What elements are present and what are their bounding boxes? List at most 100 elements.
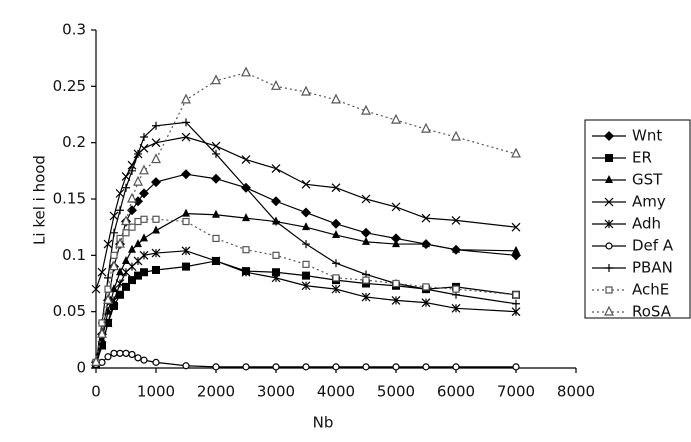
marker: [122, 183, 130, 192]
marker: [391, 233, 401, 244]
marker: [361, 194, 371, 204]
marker: [512, 245, 520, 254]
marker: [301, 85, 311, 96]
marker: [152, 265, 160, 274]
marker: [271, 273, 281, 283]
marker: [242, 213, 250, 222]
marker: [331, 93, 341, 104]
marker: [139, 164, 149, 175]
marker: [109, 260, 119, 271]
marker: [242, 183, 250, 192]
marker: [422, 363, 430, 371]
y-tick-label: 0.25: [53, 77, 86, 95]
x-axis-label: Nb: [313, 414, 334, 432]
marker: [241, 155, 251, 164]
marker: [361, 292, 371, 302]
marker: [332, 230, 340, 239]
marker: [301, 179, 311, 189]
marker: [109, 211, 119, 221]
marker: [98, 319, 106, 327]
marker: [422, 283, 430, 291]
marker: [116, 349, 124, 357]
marker: [392, 279, 400, 288]
marker: [302, 271, 310, 280]
marker: [134, 217, 142, 226]
marker: [133, 196, 143, 207]
marker: [421, 213, 431, 223]
x-tick-label: 1000: [137, 383, 175, 401]
marker: [152, 121, 160, 130]
marker: [604, 131, 614, 141]
marker: [211, 256, 221, 266]
legend-label: Amy: [632, 193, 666, 211]
marker: [211, 141, 221, 151]
marker: [182, 217, 190, 226]
legend-label: RoSA: [632, 303, 672, 321]
marker: [140, 233, 148, 242]
legend-label: Adh: [632, 215, 661, 233]
marker: [116, 290, 124, 299]
legend-label: ER: [632, 149, 652, 167]
marker: [272, 268, 280, 277]
marker: [91, 284, 101, 294]
marker: [128, 350, 136, 359]
marker: [452, 285, 460, 293]
marker: [242, 246, 250, 254]
x-tick-label: 2000: [197, 383, 235, 401]
marker: [139, 188, 149, 199]
y-tick-label: 0.05: [53, 302, 86, 320]
marker: [127, 205, 137, 216]
marker: [331, 218, 341, 229]
y-tick-label: 0: [76, 359, 86, 377]
marker: [511, 147, 521, 158]
marker: [271, 79, 281, 90]
marker: [211, 173, 221, 184]
marker: [115, 237, 125, 248]
marker: [140, 356, 148, 364]
marker: [421, 122, 431, 133]
legend-label: Wnt: [632, 127, 662, 145]
marker: [604, 197, 614, 207]
marker: [391, 113, 401, 124]
marker: [134, 354, 142, 362]
marker: [182, 118, 190, 127]
marker: [605, 175, 613, 183]
marker: [115, 188, 125, 198]
marker: [301, 281, 311, 291]
marker: [128, 166, 136, 175]
y-tick-label: 0.3: [62, 21, 86, 39]
marker: [511, 222, 521, 232]
x-tick-label: 4000: [317, 383, 355, 401]
marker: [181, 93, 191, 104]
marker: [422, 239, 430, 248]
marker: [128, 276, 136, 285]
marker: [110, 349, 118, 357]
marker: [391, 202, 401, 212]
marker: [110, 284, 118, 293]
x-tick-label: 5000: [377, 383, 415, 401]
marker: [451, 215, 461, 225]
marker: [332, 259, 340, 268]
marker: [151, 248, 161, 258]
marker: [212, 149, 220, 158]
marker: [181, 169, 191, 180]
marker: [512, 299, 520, 308]
marker: [452, 244, 460, 253]
series-line: [95, 218, 517, 363]
marker: [182, 208, 190, 217]
marker: [302, 222, 310, 231]
legend-label: AchE: [632, 281, 669, 299]
marker: [128, 223, 136, 231]
y-tick-label: 0.1: [62, 246, 86, 264]
marker: [302, 363, 310, 371]
y-tick-label: 0.15: [53, 190, 86, 208]
marker: [140, 215, 148, 223]
marker: [361, 227, 371, 238]
marker: [151, 138, 161, 148]
marker: [604, 219, 614, 229]
marker: [302, 260, 310, 268]
marker: [152, 225, 160, 234]
marker: [272, 217, 280, 226]
marker: [362, 363, 370, 371]
marker: [604, 305, 614, 316]
